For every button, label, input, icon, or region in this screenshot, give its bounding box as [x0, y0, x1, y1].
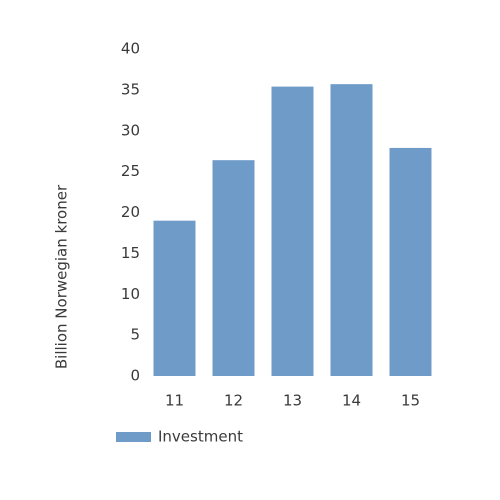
bar: [271, 86, 314, 376]
y-tick-label: 30: [121, 121, 140, 139]
bar: [212, 160, 255, 376]
y-axis-title: Billion Norwegian kroner: [53, 184, 71, 369]
y-tick-label: 0: [130, 367, 140, 385]
x-tick-label: 15: [401, 392, 420, 410]
y-tick-label: 5: [130, 326, 140, 344]
y-tick-label: 40: [121, 40, 140, 58]
bar: [153, 220, 196, 376]
y-tick-label: 25: [121, 162, 140, 180]
y-tick-label: 20: [121, 203, 140, 221]
y-tick-label: 10: [121, 285, 140, 303]
y-tick-label: 15: [121, 244, 140, 262]
legend-label: Investment: [158, 428, 243, 446]
bar: [389, 147, 432, 376]
x-tick-label: 12: [224, 392, 243, 410]
bar: [330, 84, 373, 376]
legend-swatch: [116, 432, 151, 442]
x-tick-label: 13: [283, 392, 302, 410]
x-tick-label: 11: [165, 392, 184, 410]
x-tick-label: 14: [342, 392, 361, 410]
y-tick-label: 35: [121, 80, 140, 98]
